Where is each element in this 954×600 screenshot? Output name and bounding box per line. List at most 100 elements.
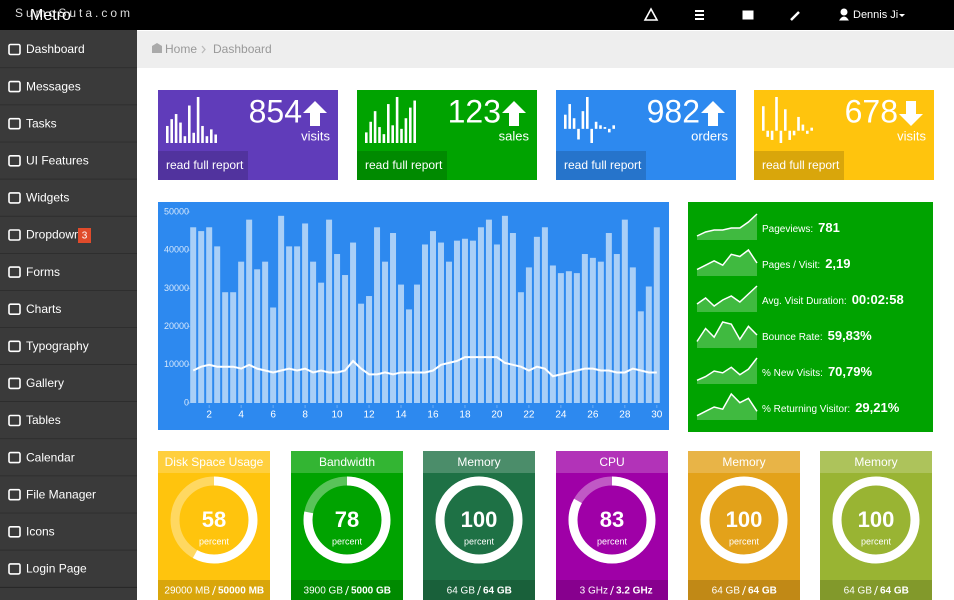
gauge-arc [700,476,788,564]
menu-label[interactable]: Gallery [26,376,64,390]
metric-spark-line [696,357,758,381]
stat-link-bg[interactable] [556,151,646,180]
menu-label[interactable]: Tables [26,413,61,427]
stat-link[interactable]: read full report [762,158,840,172]
brand[interactable]: Metro [30,7,71,24]
bar [366,296,373,403]
menu-icon [8,488,21,501]
bar [613,254,620,403]
menu-item[interactable] [0,179,137,217]
metrics-panel [688,202,933,432]
bar [645,286,652,403]
menu-item[interactable] [0,327,137,365]
settings-icon[interactable] [790,11,800,21]
stat-link-bg[interactable] [754,151,844,180]
stat-label: visits [301,128,330,143]
menu-label[interactable]: Login Page [26,562,87,576]
alert-icon[interactable] [643,7,659,21]
stat-spark-bar [400,128,403,143]
mail-icon[interactable] [742,10,754,20]
menu-item[interactable] [0,253,137,291]
menu-item[interactable] [0,142,137,180]
menu-label[interactable]: Dashboard [26,42,85,56]
menu-label[interactable]: Icons [26,524,55,538]
bar [246,219,253,403]
menu-label[interactable]: Widgets [26,191,69,205]
stat-spark-bar [806,130,809,134]
bar [461,238,468,403]
bar [653,227,660,403]
metric: Bounce Rate: 59,83% [762,328,872,343]
user-caret[interactable] [899,14,905,17]
bar [390,233,397,403]
bar [637,311,644,403]
bar [525,267,532,403]
bar [310,261,317,403]
bar [414,284,421,403]
menu-label[interactable]: Messages [26,79,81,93]
menu-item[interactable] [0,550,137,588]
menu-item[interactable] [0,290,137,328]
menu-icon [8,117,21,130]
metric-value: 00:02:58 [852,292,904,307]
menu-item[interactable] [0,68,137,106]
user-name[interactable]: Dennis Ji [853,9,898,21]
gauge-slash [212,585,216,596]
metric-spark-line [696,248,758,271]
stat-link-bg[interactable] [158,151,248,180]
menu-item[interactable] [0,476,137,514]
bar [334,254,341,403]
stat-link-bg[interactable] [357,151,447,180]
menu-label[interactable]: Tasks [26,116,57,130]
x-tick-label: 26 [587,410,599,421]
gauge-value: 58 [202,507,226,532]
stat-trend-arrow [701,101,725,126]
menu-label[interactable]: Calendar [26,450,75,464]
x-tick-label: 14 [395,410,407,421]
bar [270,307,277,403]
menu-label[interactable]: File Manager [26,487,96,501]
stat-spark-bar [183,136,187,143]
menu-badge-count: 3 [82,231,88,242]
metric-spark-line [696,213,758,237]
gauge-value: 100 [726,507,763,532]
bar [190,227,197,403]
user-icon[interactable] [840,8,848,16]
breadcrumb-current: Dashboard [213,42,272,56]
menu-item[interactable] [0,513,137,551]
gauge-header [688,451,800,473]
stat-spark-bar [409,107,412,143]
stat-link[interactable]: read full report [166,158,244,172]
menu-label[interactable]: Charts [26,302,61,316]
x-tick-label: 18 [459,410,471,421]
menu-label[interactable]: UI Features [26,153,89,167]
stat-spark-bar [577,128,580,140]
breadcrumb-home[interactable]: Home [165,42,197,56]
menu-item[interactable] [0,439,137,477]
bar [621,219,628,403]
menu-label[interactable]: Forms [26,265,60,279]
menu-icon [8,414,21,427]
metric-label: Pages / Visit: [762,260,820,271]
menu-icon [8,563,21,575]
tasks-icon[interactable] [695,10,704,20]
menu-item[interactable] [0,364,137,402]
menu-label[interactable]: Dropdown [26,228,81,242]
metric-spark-area [697,250,757,276]
metric-value: 781 [818,220,840,235]
menu-item[interactable] [0,402,137,439]
x-tick-label: 24 [555,410,567,421]
gauge-value: 83 [600,507,624,532]
bar [485,219,492,403]
stat-link[interactable]: read full report [564,158,642,172]
menu-item[interactable] [0,216,137,254]
stat-link[interactable]: read full report [365,158,443,172]
menu-icon [8,525,21,538]
stat-spark-bar [179,122,182,143]
menu-item[interactable] [0,31,137,68]
menu-label[interactable]: Typography [26,339,89,353]
stat-spark-bar [166,125,169,143]
menu-item[interactable] [0,105,137,143]
